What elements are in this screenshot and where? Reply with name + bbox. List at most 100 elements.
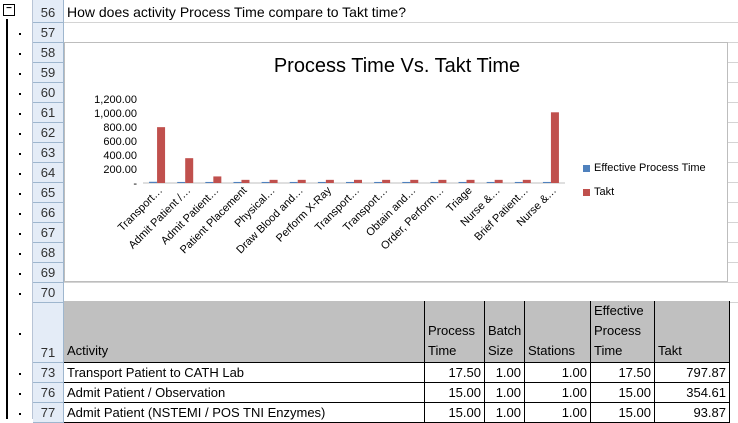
y-tick-label: 1,000.00 bbox=[94, 108, 137, 120]
table-cell[interactable]: 354.61 bbox=[655, 383, 730, 403]
column-header-text: Activity bbox=[67, 343, 109, 358]
column-header-text: Process bbox=[594, 323, 641, 338]
table-cell[interactable]: 17.50 bbox=[425, 363, 485, 383]
row-header-76[interactable]: 76 bbox=[33, 383, 64, 403]
gridline bbox=[64, 282, 738, 283]
bar-takt bbox=[185, 158, 194, 183]
outline-dot bbox=[19, 193, 21, 195]
bar-takt bbox=[354, 179, 362, 183]
table-cell[interactable]: 17.50 bbox=[591, 363, 655, 383]
outline-dot bbox=[19, 173, 21, 175]
row-header-67[interactable]: 67 bbox=[33, 223, 64, 243]
legend-swatch-takt bbox=[583, 188, 590, 196]
row-header-66[interactable]: 66 bbox=[33, 203, 64, 223]
table-cell[interactable]: 1.00 bbox=[485, 403, 525, 423]
outline-dot bbox=[19, 253, 21, 255]
collapse-group-button[interactable]: − bbox=[3, 4, 15, 16]
row-header-61[interactable]: 61 bbox=[33, 103, 64, 123]
outline-dot bbox=[19, 33, 21, 35]
table-cell[interactable]: 15.00 bbox=[591, 403, 655, 423]
bar-takt bbox=[494, 179, 503, 183]
legend-item-takt: Takt bbox=[583, 185, 706, 199]
outline-dot bbox=[19, 53, 21, 55]
y-tick-label: - bbox=[133, 178, 137, 190]
table-cell[interactable]: 93.87 bbox=[655, 403, 730, 423]
bar-effective bbox=[346, 181, 354, 183]
column-header[interactable]: Batch Size bbox=[485, 301, 525, 363]
table-cell[interactable]: Admit Patient / Observation bbox=[64, 383, 425, 403]
bar-effective bbox=[289, 181, 298, 183]
table-cell[interactable]: 15.00 bbox=[425, 403, 485, 423]
outline-bracket bbox=[6, 19, 8, 419]
bar-effective bbox=[177, 181, 186, 183]
row-header-68[interactable]: 68 bbox=[33, 243, 64, 263]
outline-gutter: − bbox=[0, 0, 33, 419]
row-header-58[interactable]: 58 bbox=[33, 43, 64, 63]
column-header-text: Process bbox=[428, 323, 475, 338]
bar-takt bbox=[382, 179, 391, 183]
outline-dot bbox=[19, 293, 21, 295]
bar-effective bbox=[402, 181, 411, 183]
bar-effective bbox=[430, 181, 439, 183]
bar-effective bbox=[261, 181, 270, 183]
outline-dot bbox=[19, 153, 21, 155]
y-tick-label: 200.00 bbox=[103, 164, 137, 176]
bar-effective bbox=[317, 181, 326, 183]
column-header[interactable]: Effective Process Time bbox=[591, 301, 655, 363]
column-header[interactable]: Process Time bbox=[425, 301, 485, 363]
outline-dot bbox=[19, 233, 21, 235]
bar-takt bbox=[466, 179, 475, 183]
legend-item-effective: Effective Process Time bbox=[583, 161, 706, 175]
process-vs-takt-chart[interactable]: Process Time Vs. Takt Time 1,200.00 1,000… bbox=[64, 42, 728, 282]
bar-takt bbox=[438, 179, 447, 183]
table-header-row: Activity Process Time Batch Size Stations Effe… bbox=[64, 301, 730, 363]
bar-takt bbox=[550, 112, 559, 183]
table-cell[interactable]: 1.00 bbox=[485, 383, 525, 403]
table-cell[interactable]: 15.00 bbox=[591, 383, 655, 403]
row-header-56[interactable]: 56 bbox=[33, 0, 64, 23]
row-header-77[interactable]: 77 bbox=[33, 403, 64, 423]
row-header-57[interactable]: 57 bbox=[33, 23, 64, 43]
chart-title: Process Time Vs. Takt Time bbox=[273, 55, 521, 77]
row-header-71[interactable]: 71 bbox=[33, 303, 64, 363]
row-header-65[interactable]: 65 bbox=[33, 183, 64, 203]
bar-takt bbox=[522, 179, 531, 183]
table-cell[interactable]: 1.00 bbox=[485, 363, 525, 383]
outline-dot bbox=[19, 373, 21, 375]
row-headers: 56 57 58 59 60 61 62 63 64 65 66 67 68 69 70 71 73 76 77 bbox=[33, 0, 64, 423]
row-header-60[interactable]: 60 bbox=[33, 83, 64, 103]
row-header-73[interactable]: 73 bbox=[33, 363, 64, 383]
table-cell[interactable]: 1.00 bbox=[525, 403, 591, 423]
outline-dot bbox=[19, 213, 21, 215]
row-header-69[interactable]: 69 bbox=[33, 263, 64, 283]
chart-legend: Effective Process Time Takt bbox=[583, 161, 706, 209]
column-header[interactable]: Stations bbox=[525, 301, 591, 363]
bar-effective bbox=[458, 181, 467, 183]
column-header-text: Time bbox=[428, 343, 457, 358]
column-header-text: Stations bbox=[528, 343, 575, 358]
column-header[interactable]: Takt bbox=[655, 301, 730, 363]
outline-dot bbox=[19, 93, 21, 95]
row-header-64[interactable]: 64 bbox=[33, 163, 64, 183]
table-cell[interactable]: Admit Patient (NSTEMI / POS TNI Enzymes) bbox=[64, 403, 425, 423]
column-header-text: Batch bbox=[488, 323, 522, 338]
row-header-59[interactable]: 59 bbox=[33, 63, 64, 83]
row-header-63[interactable]: 63 bbox=[33, 143, 64, 163]
bar-takt bbox=[269, 179, 278, 183]
bar-effective bbox=[374, 181, 383, 183]
legend-swatch-effective bbox=[583, 164, 590, 172]
table-cell[interactable]: Transport Patient to CATH Lab bbox=[64, 363, 425, 383]
column-header[interactable]: Activity bbox=[64, 301, 425, 363]
row-header-70[interactable]: 70 bbox=[33, 283, 64, 303]
table-cell[interactable]: 15.00 bbox=[425, 383, 485, 403]
table-cell[interactable]: 797.87 bbox=[655, 363, 730, 383]
column-header-text: Takt bbox=[658, 343, 682, 358]
row-header-62[interactable]: 62 bbox=[33, 123, 64, 143]
question-cell[interactable]: How does activity Process Time compare t… bbox=[67, 4, 406, 20]
bar-effective bbox=[514, 181, 523, 183]
table-cell[interactable]: 1.00 bbox=[525, 363, 591, 383]
table-cell[interactable]: 1.00 bbox=[525, 383, 591, 403]
legend-label-takt: Takt bbox=[594, 186, 615, 198]
worksheet-grid[interactable]: How does activity Process Time compare t… bbox=[64, 0, 738, 423]
bar-effective bbox=[205, 181, 214, 183]
